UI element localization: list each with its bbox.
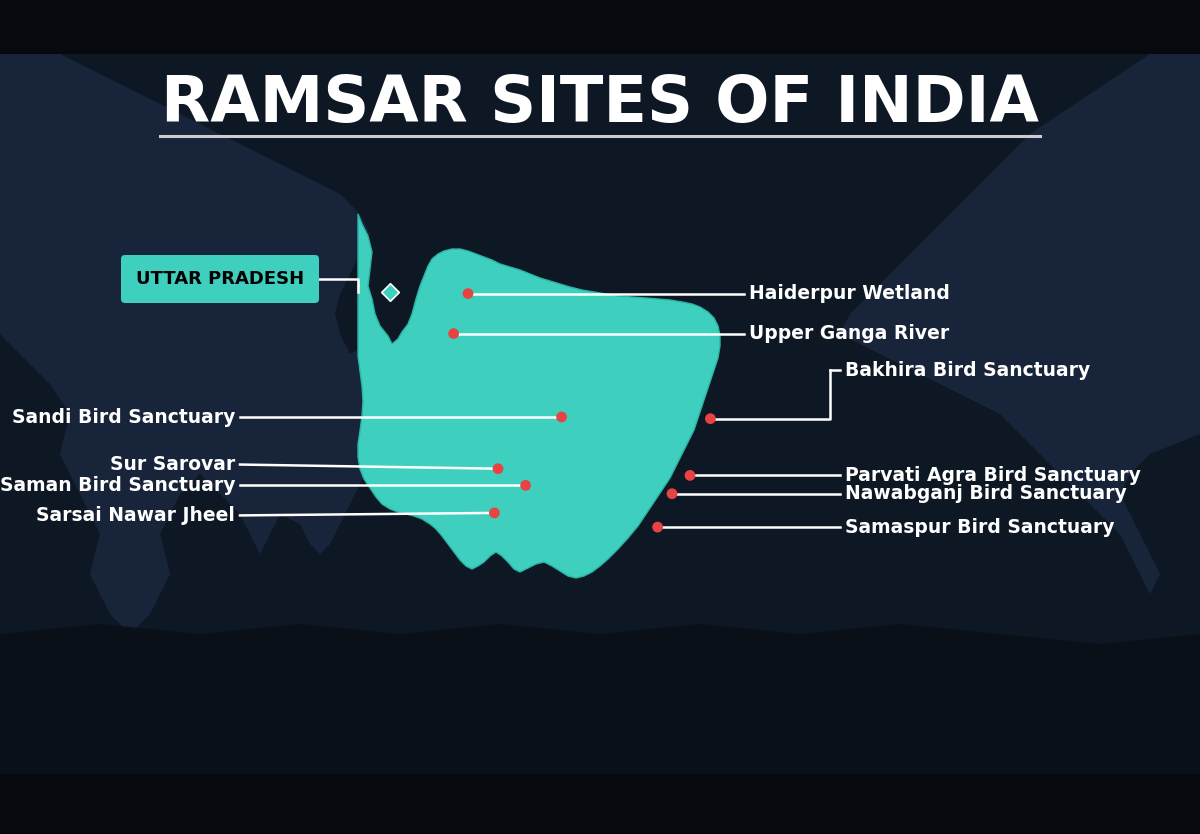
FancyBboxPatch shape	[121, 255, 319, 303]
Text: Samaspur Bird Sanctuary: Samaspur Bird Sanctuary	[845, 518, 1115, 536]
Point	[552, 410, 571, 424]
Text: Saman Bird Sanctuary: Saman Bird Sanctuary	[0, 476, 235, 495]
Text: Haiderpur Wetland: Haiderpur Wetland	[749, 284, 950, 303]
Point	[701, 412, 720, 425]
Point	[662, 487, 682, 500]
Text: Sur Sarovar: Sur Sarovar	[109, 455, 235, 474]
Polygon shape	[358, 214, 720, 578]
Point	[485, 506, 504, 520]
Text: Nawabganj Bird Sanctuary: Nawabganj Bird Sanctuary	[845, 485, 1127, 503]
Text: Upper Ganga River: Upper Ganga River	[749, 324, 949, 343]
Text: Parvati Agra Bird Sanctuary: Parvati Agra Bird Sanctuary	[845, 466, 1141, 485]
Point	[488, 462, 508, 475]
Point	[458, 287, 478, 300]
Point	[516, 479, 535, 492]
Polygon shape	[0, 624, 1200, 834]
Point	[380, 285, 400, 299]
Point	[444, 327, 463, 340]
Point	[648, 520, 667, 534]
Point	[680, 469, 700, 482]
Text: Sandi Bird Sanctuary: Sandi Bird Sanctuary	[12, 408, 235, 426]
Text: Sarsai Nawar Jheel: Sarsai Nawar Jheel	[36, 506, 235, 525]
Polygon shape	[0, 0, 400, 634]
Text: RAMSAR SITES OF INDIA: RAMSAR SITES OF INDIA	[161, 73, 1039, 135]
Bar	[0, 0, 1200, 54]
Bar	[0, 774, 1200, 834]
Polygon shape	[840, 0, 1200, 594]
Text: UTTAR PRADESH: UTTAR PRADESH	[136, 270, 304, 288]
Text: Bakhira Bird Sanctuary: Bakhira Bird Sanctuary	[845, 361, 1091, 379]
